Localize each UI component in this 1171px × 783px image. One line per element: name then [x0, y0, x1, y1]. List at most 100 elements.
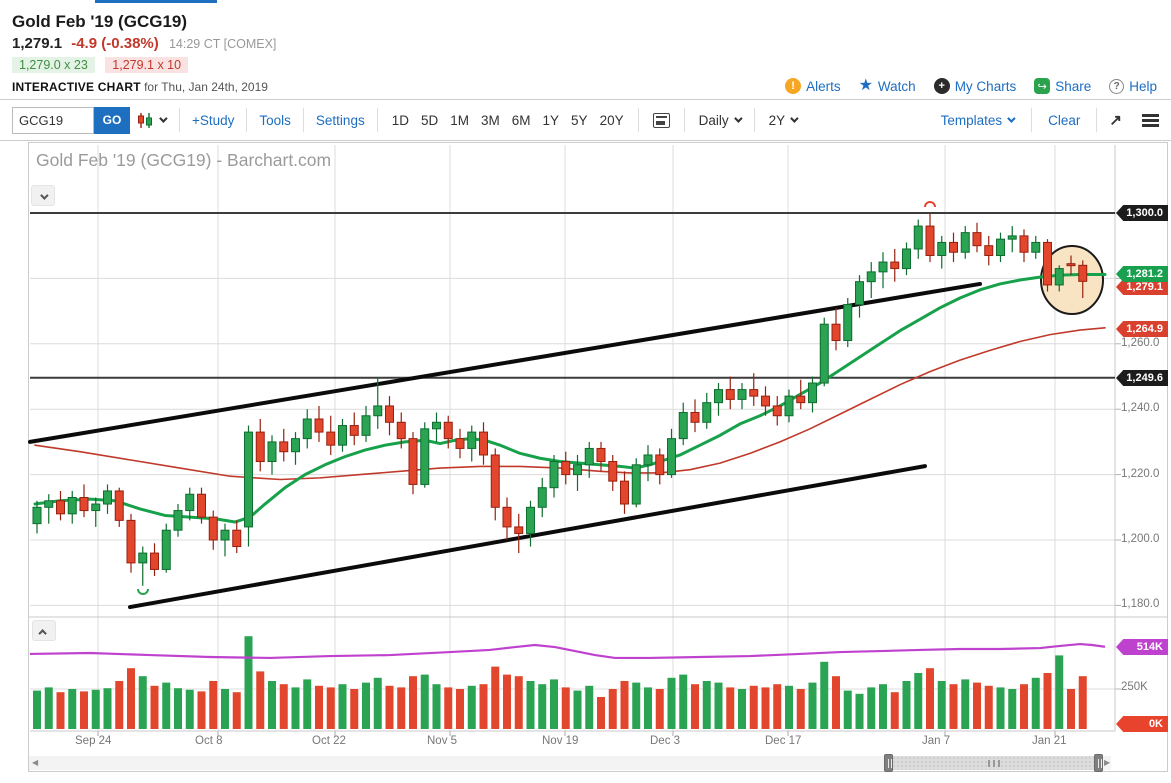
price-tag: 1,281.2 — [1116, 266, 1168, 282]
timeframe-5y[interactable]: 5Y — [571, 112, 588, 128]
y-axis-label: 1,220.0 — [1121, 468, 1160, 480]
timeframe-1y[interactable]: 1Y — [542, 112, 560, 128]
page-title: Gold Feb '19 (GCG19) — [12, 12, 188, 31]
toolbar-divider — [376, 108, 378, 132]
scrollbar-left-handle[interactable] — [884, 754, 893, 772]
price-tag: 1,300.0 — [1116, 205, 1168, 221]
scrollbar-grip — [988, 760, 1000, 767]
volume-panel-toggle-button[interactable] — [32, 620, 56, 641]
x-axis-label: Jan 7 — [922, 735, 951, 747]
x-axis-label: Oct 22 — [312, 735, 346, 747]
help-link[interactable]: ? Help — [1109, 78, 1157, 94]
help-label: Help — [1129, 78, 1157, 94]
toolbar-divider — [683, 108, 685, 132]
interactive-chart-caption: INTERACTIVE CHART for Thu, Jan 24th, 201… — [12, 80, 1159, 94]
x-axis-label: Oct 8 — [195, 735, 223, 747]
calendar-icon — [652, 112, 670, 128]
watch-label: Watch — [877, 78, 916, 94]
interval-dropdown[interactable]: Daily — [693, 113, 746, 128]
timeframe-1d[interactable]: 1D — [391, 112, 409, 128]
settings-button[interactable]: Settings — [315, 112, 365, 128]
y-axis-label: 1,260.0 — [1121, 337, 1160, 349]
timeframe-3m[interactable]: 3M — [481, 112, 500, 128]
quote-time: 14:29 CT [COMEX] — [168, 37, 277, 51]
menu-icon[interactable] — [1142, 113, 1159, 127]
scrollbar-right-arrow[interactable]: ▶ — [1104, 758, 1111, 767]
my-charts-label: My Charts — [954, 78, 1017, 94]
range-value: 2Y — [768, 112, 786, 128]
timeframe-buttons: 1D 5D 1M 3M 6M 1Y 5Y 20Y — [386, 113, 630, 128]
scrollbar-left-arrow[interactable]: ◀ — [32, 758, 39, 767]
chart-type-dropdown[interactable] — [130, 112, 171, 129]
y-axis-label: 1,200.0 — [1121, 533, 1160, 545]
open-interest-line — [29, 642, 1106, 660]
price-row: 1,279.1 -4.9 (-0.38%) 14:29 CT [COMEX] — [12, 35, 1159, 52]
active-tab-indicator — [95, 0, 217, 3]
go-button[interactable]: GO — [94, 106, 130, 134]
price-change: -4.9 (-0.38%) — [71, 35, 159, 52]
share-icon: ↪ — [1034, 78, 1051, 94]
toolbar-divider — [1031, 108, 1033, 132]
x-axis-label: Nov 19 — [542, 735, 579, 747]
price-tag: 514K — [1116, 639, 1168, 655]
volume-series — [33, 636, 1087, 729]
x-axis-label: Nov 5 — [427, 735, 458, 747]
chart-watermark: Gold Feb '19 (GCG19) - Barchart.com — [36, 150, 332, 170]
templates-dropdown[interactable]: Templates — [935, 113, 1020, 128]
timeframe-20y[interactable]: 20Y — [599, 112, 624, 128]
watch-link[interactable]: ★ Watch — [859, 78, 916, 94]
my-charts-link[interactable]: + My Charts — [933, 78, 1017, 94]
candlestick-icon — [136, 112, 154, 129]
trendline-annotation — [28, 281, 982, 444]
ask-chip: 1,279.1 x 10 — [105, 57, 189, 73]
chart-toolbar: GO +Study Tools Settings 1D 5D 1M 3M 6M 1Y 5Y 2… — [0, 100, 1171, 141]
bid-chip: 1,279.0 x 23 — [12, 57, 95, 73]
circle-annotation — [1040, 245, 1104, 315]
alerts-label: Alerts — [806, 78, 841, 94]
x-axis-label: Jan 21 — [1032, 735, 1067, 747]
toolbar-divider — [637, 108, 639, 132]
timeframe-6m[interactable]: 6M — [511, 112, 531, 128]
add-study-button[interactable]: +Study — [192, 112, 235, 128]
toolbar-divider — [1096, 108, 1098, 132]
swing-low-marker — [137, 588, 149, 595]
popout-icon[interactable]: ↗ — [1109, 112, 1122, 129]
trendline-annotation — [128, 464, 927, 610]
chevron-down-icon — [790, 114, 799, 123]
toolbar-divider — [246, 108, 248, 132]
y-axis-label: 1,240.0 — [1121, 402, 1160, 414]
price-tag: 0K — [1116, 716, 1168, 732]
tools-button[interactable]: Tools — [259, 112, 291, 128]
toolbar-divider — [753, 108, 755, 132]
toolbar-divider — [179, 108, 180, 132]
y-axis-label: 250K — [1121, 681, 1148, 693]
candlestick-series — [32, 213, 1088, 586]
chevron-down-icon — [159, 114, 168, 123]
price-tag: 1,264.9 — [1116, 321, 1168, 337]
last-price: 1,279.1 — [12, 35, 63, 52]
header-links: ! Alerts ★ Watch + My Charts ↪ Share ? H… — [785, 78, 1157, 94]
scrollbar-right-handle[interactable] — [1094, 754, 1103, 772]
calendar-button[interactable] — [647, 112, 676, 128]
question-icon: ? — [1109, 78, 1125, 94]
bid-ask-row: 1,279.0 x 23 1,279.1 x 10 — [12, 56, 1159, 74]
x-axis-label: Dec 17 — [765, 735, 802, 747]
toolbar-divider — [302, 108, 304, 132]
y-axis-label: 1,180.0 — [1121, 598, 1160, 610]
templates-label: Templates — [940, 112, 1003, 128]
timeframe-5d[interactable]: 5D — [420, 112, 439, 128]
interactive-chart-date: for Thu, Jan 24th, 2019 — [144, 80, 268, 94]
share-link[interactable]: ↪ Share — [1034, 78, 1091, 94]
clear-button[interactable]: Clear — [1048, 112, 1081, 128]
range-dropdown[interactable]: 2Y — [763, 113, 803, 128]
timeframe-1m[interactable]: 1M — [450, 112, 469, 128]
price-panel-toggle-button[interactable] — [31, 185, 55, 206]
price-tag: 1,249.6 — [1116, 370, 1168, 386]
quote-header: Gold Feb '19 (GCG19) 1,279.1 -4.9 (-0.38… — [0, 0, 1171, 100]
chart-scrollbar-track[interactable] — [29, 756, 1111, 770]
symbol-input[interactable] — [12, 106, 94, 134]
x-axis-label: Sep 24 — [75, 735, 112, 747]
star-icon: ★ — [858, 77, 873, 94]
alerts-link[interactable]: ! Alerts — [785, 78, 841, 94]
